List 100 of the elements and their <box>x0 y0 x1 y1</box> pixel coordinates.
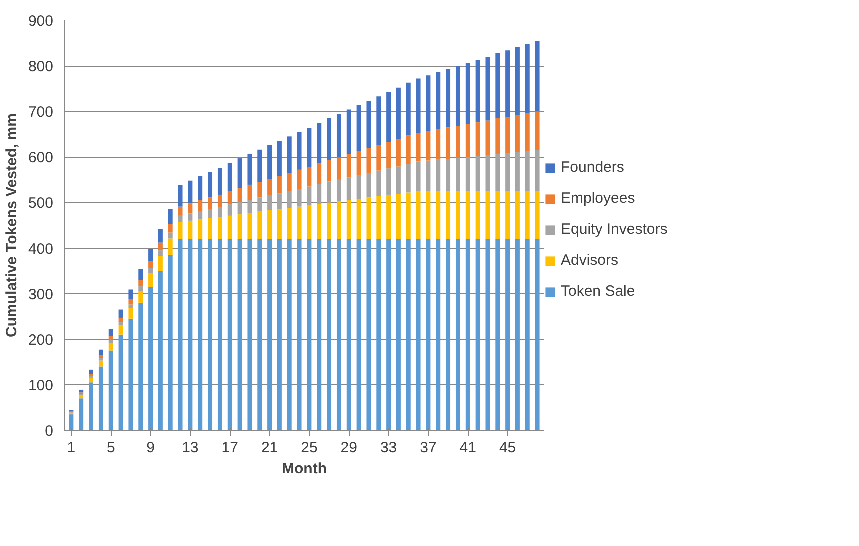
bar <box>238 214 242 240</box>
bar <box>496 118 500 154</box>
bar <box>456 158 460 192</box>
legend-label: Token Sale <box>561 283 636 300</box>
bar <box>317 184 322 204</box>
bar <box>386 142 392 169</box>
bar <box>386 239 392 430</box>
bar <box>258 150 262 182</box>
bar <box>98 366 104 430</box>
bar <box>218 217 222 240</box>
bar <box>406 164 411 193</box>
bar <box>108 343 114 351</box>
bar <box>178 206 183 216</box>
bar <box>356 175 362 200</box>
bar <box>178 222 183 240</box>
bar <box>336 202 342 240</box>
bar <box>228 163 232 192</box>
bar <box>476 60 480 123</box>
bar <box>258 198 262 212</box>
bar <box>248 200 252 214</box>
bar <box>466 191 470 240</box>
y-tick-label: 300 <box>28 286 54 304</box>
bar <box>535 112 540 150</box>
bar <box>506 117 510 154</box>
bar <box>208 218 213 240</box>
bar <box>287 191 292 208</box>
bar <box>248 239 252 430</box>
bar <box>297 239 302 430</box>
bar <box>346 110 352 154</box>
bar <box>168 255 173 430</box>
bar <box>506 191 510 240</box>
bar <box>198 220 203 240</box>
bar <box>208 172 213 198</box>
bar <box>386 194 392 240</box>
bar <box>416 162 421 192</box>
y-tick-label: 600 <box>28 150 54 167</box>
bar <box>148 249 154 262</box>
bar <box>89 370 94 374</box>
bar <box>336 158 342 180</box>
bar <box>525 191 530 240</box>
x-tick-label: 13 <box>182 440 199 456</box>
legend-label: Founders <box>561 159 624 176</box>
bar <box>476 191 480 240</box>
bar <box>446 191 451 240</box>
bar <box>416 133 421 162</box>
bar <box>416 78 421 134</box>
bar <box>446 69 451 128</box>
bar <box>198 176 203 200</box>
bar <box>386 92 392 142</box>
legend-label: Advisors <box>561 252 619 269</box>
bar <box>486 155 490 192</box>
bar <box>525 113 530 152</box>
bar <box>178 239 183 430</box>
bar <box>277 239 282 430</box>
bar <box>356 239 362 430</box>
bar <box>268 239 272 430</box>
bar <box>118 326 124 335</box>
bar <box>307 186 312 206</box>
bar <box>188 204 193 214</box>
bar <box>506 153 510 192</box>
bar <box>506 239 510 430</box>
bar <box>376 170 382 196</box>
bar <box>317 164 322 184</box>
bar <box>535 191 540 240</box>
bar <box>466 124 470 158</box>
bar <box>168 238 173 256</box>
y-tick-label: 900 <box>28 13 54 30</box>
y-axis-title: Cumulative Tokens Vested, mm <box>3 114 20 338</box>
bar <box>476 122 480 156</box>
bar <box>118 310 124 318</box>
bar <box>268 145 272 180</box>
bar <box>198 239 203 430</box>
bar <box>476 156 480 192</box>
bar <box>346 178 352 200</box>
x-tick-label: 45 <box>499 440 516 456</box>
bar <box>89 382 94 430</box>
bar <box>535 41 540 112</box>
x-tick-label: 41 <box>460 440 476 456</box>
bar <box>426 160 431 192</box>
x-tick-label: 1 <box>67 440 76 456</box>
bar <box>238 239 242 430</box>
bar <box>476 239 480 430</box>
bar <box>287 136 292 174</box>
bar <box>446 239 451 430</box>
bar <box>248 154 252 185</box>
bar <box>297 132 302 170</box>
bar <box>525 239 530 430</box>
bar <box>346 200 352 240</box>
bar <box>218 207 222 218</box>
bar <box>79 390 84 393</box>
bar <box>238 158 242 188</box>
bar <box>376 96 382 146</box>
bar <box>208 198 213 210</box>
bar <box>376 239 382 430</box>
bar <box>188 220 193 240</box>
x-tick-label: 9 <box>146 440 155 456</box>
bar <box>277 194 282 210</box>
bar <box>69 414 74 430</box>
y-tick-label: 400 <box>28 240 54 258</box>
bar <box>486 56 490 121</box>
